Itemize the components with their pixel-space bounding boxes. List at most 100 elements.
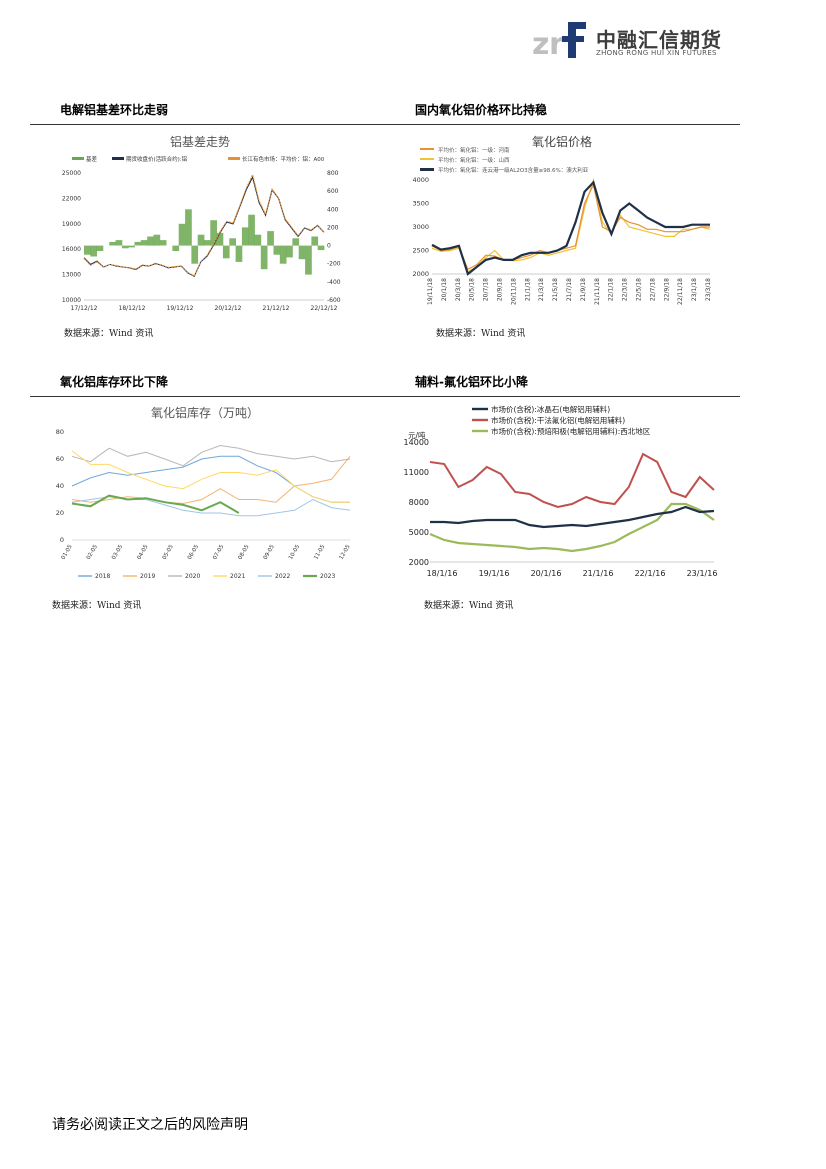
- chart-title: 铝基差走势: [170, 134, 230, 149]
- y-tick-label-right: 400: [327, 206, 339, 213]
- data-source-note: 数据来源：Wind 资讯: [424, 598, 513, 611]
- section-divider-top: [30, 124, 740, 125]
- basis-bar: [154, 235, 161, 246]
- y-tick-label: 2000: [409, 558, 429, 567]
- basis-bar: [198, 235, 205, 246]
- x-tick-label: 22/9/18: [663, 278, 670, 301]
- basis-bar: [292, 238, 299, 245]
- basis-bar: [223, 246, 230, 259]
- basis-bar: [255, 235, 262, 246]
- x-tick-label: 21/7/18: [566, 278, 573, 301]
- x-tick-label: 20/9/18: [497, 278, 504, 301]
- basis-bar: [286, 246, 293, 258]
- section-title-aluminum-fluoride: 辅料-氟化铝环比小降: [415, 373, 528, 390]
- y-tick-label-left: 10000: [62, 297, 81, 304]
- legend-label: 市场价(含税):干法氟化铝(电解铝用辅料): [491, 415, 625, 425]
- svg-text:z: z: [532, 27, 549, 62]
- risk-disclaimer: 请务必阅读正文之后的风险声明: [52, 1114, 248, 1134]
- basis-bar: [116, 240, 123, 245]
- y-tick-label: 3500: [412, 200, 429, 208]
- basis-bar: [172, 246, 179, 251]
- section-title-alumina-inventory: 氧化铝库存环比下降: [60, 373, 168, 390]
- section-divider-middle: [30, 396, 740, 397]
- chart-title: 氧化铝价格: [532, 134, 592, 149]
- y-tick-label-right: -200: [327, 261, 341, 268]
- basis-bar: [267, 231, 274, 246]
- svg-text:r: r: [549, 27, 564, 62]
- x-tick-label: 22/5/18: [636, 278, 643, 301]
- legend-label: 2019: [140, 573, 155, 580]
- legend-swatch: [112, 157, 124, 160]
- legend-label: 市场价(含税):冰晶石(电解铝用辅料): [491, 404, 610, 414]
- x-tick-label: 21/1/18: [524, 278, 531, 301]
- chart-auxiliary-materials-svg: 市场价(含税):冰晶石(电解铝用辅料)市场价(含税):干法氟化铝(电解铝用辅料)…: [400, 400, 725, 585]
- basis-bar: [185, 209, 192, 245]
- x-tick-label: 22/1/18: [608, 278, 615, 301]
- y-tick-label: 2500: [412, 247, 429, 255]
- x-tick-label: 21/3/18: [538, 278, 545, 301]
- legend-label: 2018: [95, 573, 110, 580]
- basis-bar: [97, 246, 104, 251]
- y-tick-label-right: 200: [327, 224, 339, 231]
- y-tick-label-left: 22000: [62, 195, 81, 202]
- logo-mark: z r: [532, 18, 592, 62]
- x-tick-label: 20/12/12: [215, 305, 242, 312]
- chart-basis: 铝基差走势 基差 期货收盘价(活跃合约):铝 长江有色市场：平均价：铝：A00 1000…: [50, 128, 350, 318]
- x-tick-label: 22/1/16: [635, 569, 666, 578]
- y-tick-label: 2000: [412, 270, 429, 278]
- company-name-en: ZHONG RONG HUI XIN FUTURES: [596, 49, 717, 57]
- x-tick-label: 22/11/18: [677, 278, 684, 305]
- chart-alumina-price-svg: 氧化铝价格平均价：氧化铝：一级：河南平均价：氧化铝：一级：山西平均价：氧化铝：连…: [412, 128, 717, 318]
- chart-title: 氧化铝库存（万吨）: [151, 405, 259, 420]
- y-tick-label-left: 25000: [62, 170, 81, 177]
- company-logo: z r 中融汇信期货 ZHONG RONG HUI XIN FUTURES: [532, 18, 722, 62]
- basis-bar: [210, 220, 217, 245]
- y-tick-label: 3000: [412, 223, 429, 231]
- y-tick-label: 4000: [412, 176, 429, 184]
- y-tick-label: 5000: [409, 528, 429, 537]
- y-tick-label: 14000: [404, 438, 429, 447]
- legend-label: 2023: [320, 573, 335, 580]
- basis-bar: [141, 240, 148, 245]
- legend-label: 2020: [185, 573, 200, 580]
- legend-swatch: [420, 168, 434, 171]
- y-tick-label: 8000: [409, 498, 429, 507]
- x-tick-label: 20/7/18: [483, 278, 490, 301]
- x-tick-label: 21/9/18: [580, 278, 587, 301]
- y-tick-label: 20: [56, 509, 64, 517]
- x-tick-label: 20/11/18: [510, 278, 517, 305]
- x-tick-label: 18/12/12: [119, 305, 146, 312]
- basis-bar: [179, 224, 186, 246]
- section-title-basis: 电解铝基差环比走弱: [60, 101, 168, 118]
- basis-bar: [122, 246, 129, 249]
- x-tick-label: 23/1/16: [687, 569, 718, 578]
- y-tick-label-right: 600: [327, 188, 339, 195]
- y-tick-label: 40: [56, 482, 64, 490]
- chart-alumina-inventory: 氧化铝库存（万吨） 0 20 40 60 80 01-05 02-05 03-05 04-05 05…: [50, 400, 355, 585]
- basis-bar: [128, 246, 135, 248]
- y-tick-label-left: 13000: [62, 272, 81, 279]
- legend-swatch: [72, 157, 84, 160]
- x-tick-label: 19/12/12: [167, 305, 194, 312]
- basis-bar: [147, 237, 154, 246]
- legend-label: 基差: [86, 155, 98, 163]
- y-tick-label-right: -600: [327, 297, 341, 304]
- legend-label: 平均价：氧化铝：一级：山西: [438, 156, 510, 164]
- basis-bar: [135, 242, 142, 246]
- x-tick-label: 23/1/18: [691, 278, 698, 301]
- legend-label: 2022: [275, 573, 290, 580]
- x-tick-label: 19/1/16: [479, 569, 510, 578]
- basis-bar: [274, 246, 281, 255]
- basis-bar: [248, 215, 255, 246]
- x-tick-label: 20/1/16: [531, 569, 562, 578]
- x-tick-label: 17/12/12: [71, 305, 98, 312]
- chart-alumina-price: 氧化铝价格 平均价：氧化铝：一级：河南 平均价：氧化铝：一级：山西 平均价：氧化铝：连…: [412, 128, 717, 318]
- x-tick-label: 21/1/16: [583, 569, 614, 578]
- basis-bar: [280, 246, 287, 264]
- basis-bar: [229, 238, 236, 245]
- y-tick-label: 60: [56, 455, 64, 463]
- legend-label: 期货收盘价(活跃合约):铝: [126, 155, 188, 163]
- basis-bar: [311, 237, 318, 246]
- x-tick-label: 21/11/18: [594, 278, 601, 305]
